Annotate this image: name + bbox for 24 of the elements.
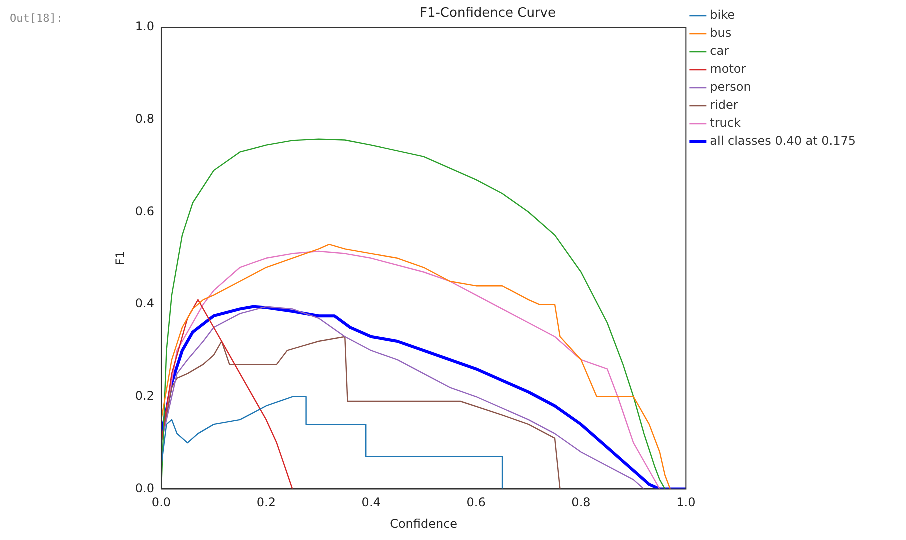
legend-label: bike (710, 8, 736, 22)
y-tick-label: 0.4 (135, 296, 154, 311)
y-tick-label: 0.0 (135, 481, 154, 496)
legend-label: bus (710, 26, 732, 40)
legend-label: motor (710, 62, 746, 76)
x-tick-label: 0.6 (466, 496, 486, 510)
x-tick-label: 0.4 (362, 496, 381, 510)
legend-label: rider (710, 98, 738, 112)
legend-label: truck (710, 116, 742, 130)
x-axis-title: Confidence (390, 516, 458, 531)
y-tick-label: 0.6 (135, 204, 154, 218)
x-tick-label: 0.2 (256, 496, 276, 510)
y-tick-label: 0.2 (135, 389, 154, 404)
text: Out[18]: (10, 12, 63, 25)
y-axis-title: F1 (113, 251, 128, 266)
x-tick-label: 0.8 (572, 496, 591, 510)
legend-label: all classes 0.40 at 0.175 (710, 134, 856, 148)
x-tick-label: 0.0 (152, 496, 172, 510)
chart-title: F1-Confidence Curve (420, 6, 556, 22)
y-tick-label: 0.8 (135, 112, 154, 126)
legend-label: car (710, 44, 730, 58)
x-tick-label: 1.0 (676, 496, 696, 510)
y-tick-label: 1.0 (135, 20, 154, 34)
legend-label: person (710, 80, 752, 94)
